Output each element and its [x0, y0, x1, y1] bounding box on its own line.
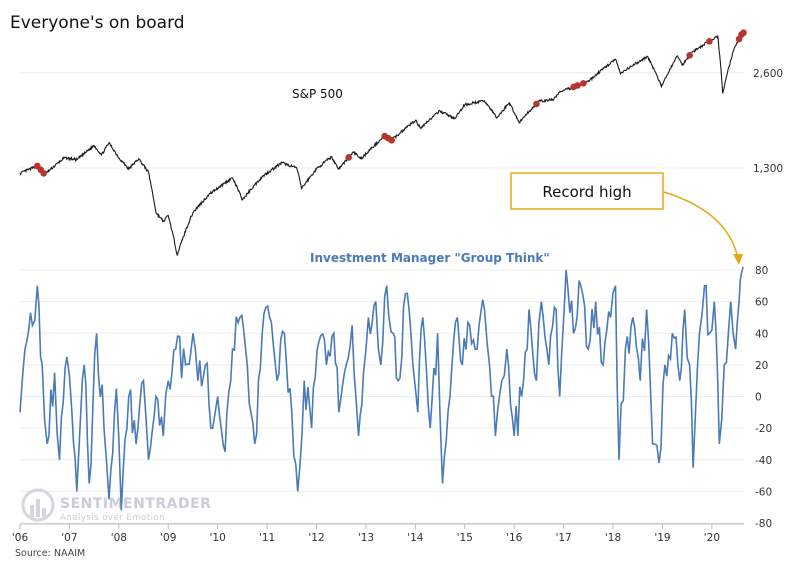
x-axis: '06 '07 '08 '09 '10 '11 '12 '13 '14 '15 '16 '17 '18 '… [12, 523, 744, 544]
callout-arrow [663, 191, 739, 259]
naaim-label: Investment Manager "Group Think" [310, 251, 550, 265]
x-tick-label: '07 [61, 532, 77, 544]
sentimentrader-logo: SENTIMENTRADER Analysis over Emotion [21, 488, 211, 523]
record-high-callout: Record high [510, 172, 743, 265]
x-tick-label: '18 [605, 532, 621, 544]
x-tick-label: '15 [457, 532, 473, 544]
naaim-y-axis: -80 -60 -40 -20 0 20 40 60 80 [755, 265, 772, 530]
sp500-y-axis: 1,300 2,600 [753, 68, 783, 175]
naaim-y-tick-label: -40 [755, 455, 772, 467]
sp500-y-tick-label: 1,300 [753, 163, 783, 175]
naaim-y-tick-label: -20 [755, 423, 772, 435]
record-high-marker [40, 170, 48, 177]
x-tick-label: '19 [654, 532, 670, 544]
grid-lines [20, 72, 744, 524]
chart-title: Everyone's on board [10, 13, 185, 33]
sp500-label: S&P 500 [292, 87, 343, 101]
record-high-markers [33, 29, 747, 177]
naaim-y-tick-label: -60 [755, 486, 772, 498]
x-tick-label: '16 [506, 532, 523, 544]
x-tick-label: '14 [407, 532, 424, 544]
naaim-y-tick-label: 60 [755, 297, 768, 309]
callout-box [510, 172, 664, 210]
x-tick-label: '20 [704, 532, 720, 544]
x-tick-label: '06 [12, 532, 29, 544]
record-high-marker [388, 136, 395, 144]
naaim-y-tick-label: 40 [755, 328, 768, 340]
record-high-marker [580, 79, 587, 87]
sp500-line [19, 32, 743, 257]
callout-text: Record high [542, 183, 631, 201]
x-tick-label: '17 [555, 532, 571, 544]
x-tick-label: '10 [210, 532, 226, 544]
logo-sub-text: Analysis over Emotion [60, 513, 165, 523]
record-high-marker [345, 154, 352, 161]
naaim-y-tick-label: -80 [755, 518, 772, 530]
naaim-y-tick-label: 80 [755, 265, 768, 277]
naaim-line [19, 266, 744, 511]
source-note: Source: NAAIM [15, 548, 85, 559]
record-high-marker [686, 52, 693, 59]
x-tick-label: '12 [308, 532, 324, 544]
record-high-marker [706, 38, 713, 45]
record-high-marker [574, 82, 581, 89]
naaim-y-tick-label: 20 [755, 360, 768, 372]
record-high-marker [740, 29, 747, 37]
record-high-marker [533, 100, 540, 108]
naaim-y-tick-label: 0 [755, 392, 762, 404]
x-tick-label: '13 [358, 532, 374, 544]
sp500-y-tick-label: 2,600 [753, 68, 783, 80]
x-tick-label: '11 [259, 532, 275, 544]
logo-main-text: SENTIMENTRADER [60, 496, 211, 512]
callout-arrowhead [733, 254, 743, 265]
x-tick-label: '09 [160, 532, 176, 544]
x-tick-label: '08 [111, 532, 127, 544]
